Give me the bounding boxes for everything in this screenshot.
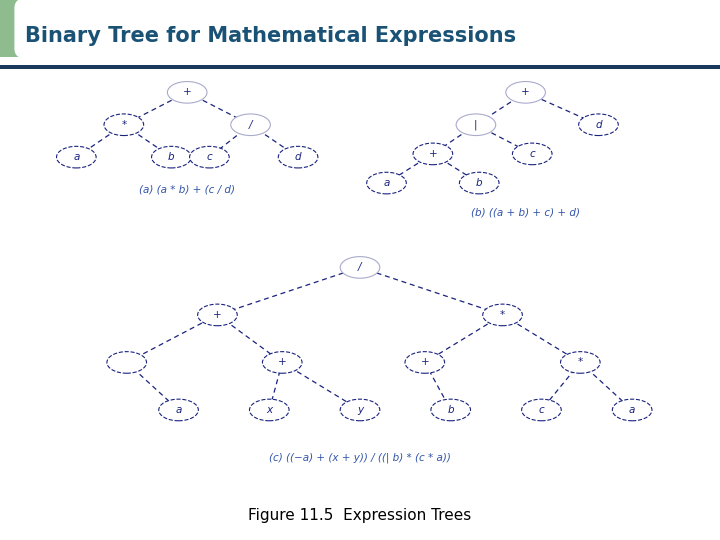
Ellipse shape — [107, 352, 147, 373]
Ellipse shape — [189, 146, 229, 168]
Ellipse shape — [579, 114, 618, 136]
Ellipse shape — [413, 143, 453, 165]
Text: /: / — [249, 120, 252, 130]
Ellipse shape — [405, 352, 445, 373]
Ellipse shape — [197, 304, 238, 326]
Text: y: y — [357, 405, 363, 415]
Text: a: a — [383, 178, 390, 188]
Text: *: * — [500, 310, 505, 320]
Ellipse shape — [158, 399, 199, 421]
Text: (c) ((−a) + (x + y)) / ((| b) * (c * a)): (c) ((−a) + (x + y)) / ((| b) * (c * a)) — [269, 452, 451, 463]
Ellipse shape — [340, 399, 380, 421]
Text: /: / — [359, 262, 361, 272]
Text: *: * — [577, 357, 583, 367]
Ellipse shape — [262, 352, 302, 373]
Text: b: b — [447, 405, 454, 415]
Text: a: a — [176, 405, 181, 415]
Bar — [0, 65, 720, 69]
Ellipse shape — [431, 399, 471, 421]
Text: d: d — [595, 120, 602, 130]
Text: Binary Tree for Mathematical Expressions: Binary Tree for Mathematical Expressions — [25, 26, 516, 46]
Ellipse shape — [230, 114, 270, 136]
Text: (a) (a * b) + (c / d): (a) (a * b) + (c / d) — [139, 185, 235, 194]
Text: *: * — [121, 120, 127, 130]
Ellipse shape — [249, 399, 289, 421]
Text: d: d — [294, 152, 302, 162]
Ellipse shape — [104, 114, 144, 136]
Ellipse shape — [456, 114, 496, 136]
Text: +: + — [420, 357, 429, 367]
Ellipse shape — [560, 352, 600, 373]
Text: a: a — [73, 152, 79, 162]
Ellipse shape — [57, 146, 96, 168]
Ellipse shape — [366, 172, 406, 194]
Ellipse shape — [505, 82, 546, 103]
Text: +: + — [183, 87, 192, 97]
Text: +: + — [278, 357, 287, 367]
Ellipse shape — [340, 256, 380, 278]
Text: b: b — [476, 178, 482, 188]
Ellipse shape — [167, 82, 207, 103]
Text: x: x — [266, 405, 272, 415]
Text: +: + — [213, 310, 222, 320]
Ellipse shape — [483, 304, 523, 326]
FancyBboxPatch shape — [14, 0, 720, 59]
Text: +: + — [428, 149, 437, 159]
Ellipse shape — [513, 143, 552, 165]
Ellipse shape — [459, 172, 499, 194]
Text: b: b — [168, 152, 175, 162]
Text: |: | — [474, 119, 477, 130]
Ellipse shape — [613, 399, 652, 421]
Text: c: c — [539, 405, 544, 415]
Ellipse shape — [152, 146, 192, 168]
Ellipse shape — [278, 146, 318, 168]
Text: Figure 11.5  Expression Trees: Figure 11.5 Expression Trees — [248, 508, 472, 523]
Text: (b) ((a + b) + c) + d): (b) ((a + b) + c) + d) — [471, 207, 580, 217]
Text: c: c — [529, 149, 535, 159]
Text: +: + — [521, 87, 530, 97]
FancyBboxPatch shape — [0, 0, 155, 57]
Text: a: a — [629, 405, 635, 415]
Ellipse shape — [522, 399, 562, 421]
Text: c: c — [207, 152, 212, 162]
